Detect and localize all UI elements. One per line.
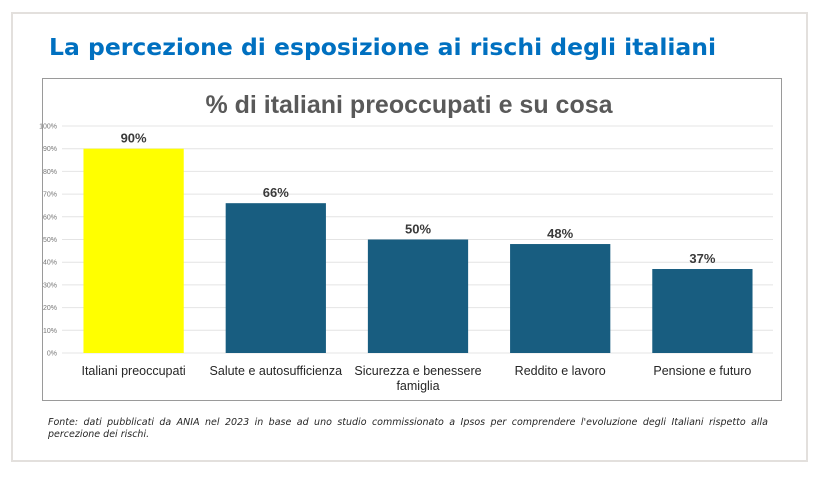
y-axis-ticks: 0% 10% 20% 30% 40% 50% 60% 70% 80% 90% 100% [39,124,57,358]
x-axis-labels: Italiani preoccupati Salute e autosuffici… [81,364,751,393]
y-tick-label: 30% [43,282,57,289]
x-tick-label: Italiani preoccupati [81,364,185,378]
y-tick-label: 0% [47,351,57,358]
data-labels: 90% 66% 50% 48% 37% [121,131,716,266]
y-tick-label: 60% [43,214,57,221]
y-tick-label: 20% [43,305,57,312]
bar [225,203,326,353]
y-tick-label: 70% [43,192,57,199]
data-label: 50% [405,222,431,237]
x-tick-label: Pensione e futuro [653,364,751,378]
y-tick-label: 90% [43,146,57,153]
y-tick-label: 50% [43,237,57,244]
x-tick-label: Reddito e lavoro [515,364,606,378]
x-tick-label: Sicurezza e benessere [354,364,481,378]
x-tick-label: famiglia [396,379,439,393]
y-tick-label: 10% [43,328,57,335]
y-tick-label: 40% [43,260,57,267]
bars [83,148,753,353]
y-tick-label: 80% [43,169,57,176]
data-label: 48% [547,226,573,241]
slide-title: La percezione di esposizione ai rischi d… [49,33,717,61]
source-note: Fonte: dati pubblicati da ANIA nel 2023 … [48,417,768,440]
x-tick-label: Salute e autosufficienza [210,364,343,378]
chart-title: % di italiani preoccupati e su cosa [205,91,613,119]
y-tick-label: 100% [39,124,57,131]
data-label: 66% [263,185,289,200]
bar [652,269,753,353]
bar [510,244,611,353]
data-label: 37% [689,251,715,266]
bar [367,239,469,353]
bar [83,148,184,353]
data-label: 90% [121,131,147,146]
